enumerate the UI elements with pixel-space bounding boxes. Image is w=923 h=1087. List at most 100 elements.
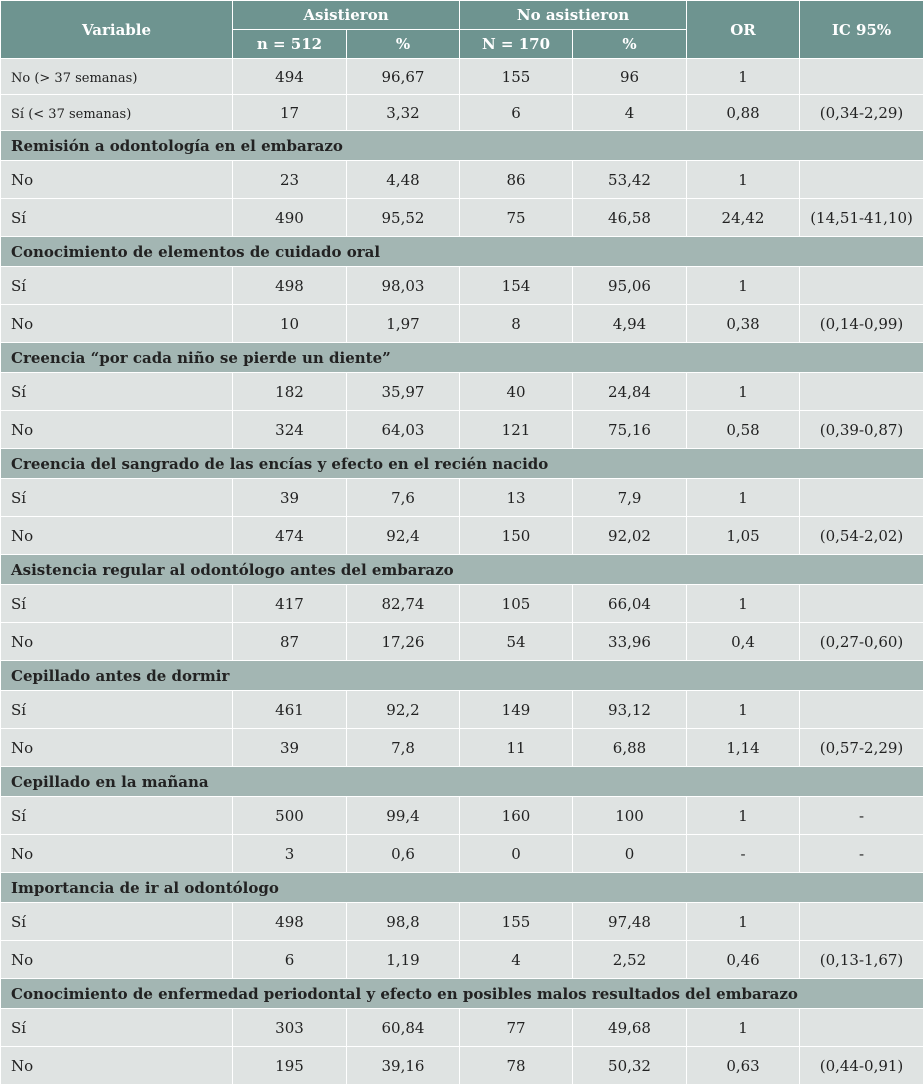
cell-n-not-attended: 77 <box>459 1008 573 1047</box>
cell-pct-attended: 35,97 <box>346 372 460 411</box>
cell-or: 0,88 <box>686 94 801 131</box>
cell-n-attended: 182 <box>232 372 347 411</box>
header-pct-not-attended: % <box>571 29 688 59</box>
cell-n-not-attended: 40 <box>459 372 573 411</box>
cell-pct-not-attended: 95,06 <box>571 266 688 305</box>
cell-pct-not-attended: 96 <box>571 58 688 95</box>
cell-or: - <box>686 834 801 873</box>
row-label: Sí <box>0 902 233 941</box>
section-header: Remisión a odontología en el embarazo <box>0 130 923 161</box>
cell-ci <box>799 902 923 941</box>
cell-ci: - <box>799 834 923 873</box>
cell-ci: (14,51-41,10) <box>799 198 923 237</box>
table-row: No 87 17,26 54 33,96 0,4 (0,27-0,60) <box>0 622 923 661</box>
table-row: Sí 490 95,52 75 46,58 24,42 (14,51-41,10) <box>0 198 923 237</box>
cell-n-attended: 474 <box>232 516 347 555</box>
section-header: Creencia del sangrado de las encías y ef… <box>0 448 923 479</box>
row-label: Sí (< 37 semanas) <box>0 94 233 131</box>
row-label: No <box>0 516 233 555</box>
section-title: Conocimiento de enfermedad periodontal y… <box>0 978 923 1009</box>
cell-n-not-attended: 160 <box>459 796 573 835</box>
cell-ci: (0,39-0,87) <box>799 410 923 449</box>
cell-pct-not-attended: 92,02 <box>571 516 688 555</box>
row-label: No <box>0 728 233 767</box>
cell-pct-attended: 92,2 <box>346 690 460 729</box>
section-header: Creencia “por cada niño se pierde un die… <box>0 342 923 373</box>
header-pct-attended: % <box>346 29 460 59</box>
row-label: Sí <box>0 198 233 237</box>
cell-or: 1 <box>686 902 801 941</box>
table-row: Sí 461 92,2 149 93,12 1 <box>0 690 923 729</box>
cell-ci: (0,44-0,91) <box>799 1046 923 1085</box>
cell-n-not-attended: 78 <box>459 1046 573 1085</box>
cell-pct-not-attended: 93,12 <box>571 690 688 729</box>
cell-or: 1,05 <box>686 516 801 555</box>
cell-pct-not-attended: 7,9 <box>571 478 688 517</box>
row-label: No <box>0 410 233 449</box>
cell-n-not-attended: 11 <box>459 728 573 767</box>
section-header: Conocimiento de enfermedad periodontal y… <box>0 978 923 1009</box>
cell-ci <box>799 1008 923 1047</box>
cell-n-not-attended: 8 <box>459 304 573 343</box>
cell-ci <box>799 372 923 411</box>
section-title: Creencia del sangrado de las encías y ef… <box>0 448 923 479</box>
cell-ci: (0,14-0,99) <box>799 304 923 343</box>
cell-pct-attended: 17,26 <box>346 622 460 661</box>
table-row: No 195 39,16 78 50,32 0,63 (0,44-0,91) <box>0 1046 923 1085</box>
cell-n-attended: 3 <box>232 834 347 873</box>
cell-n-not-attended: 0 <box>459 834 573 873</box>
cell-ci: (0,57-2,29) <box>799 728 923 767</box>
table-row: Sí 417 82,74 105 66,04 1 <box>0 584 923 623</box>
cell-pct-not-attended: 6,88 <box>571 728 688 767</box>
cell-n-attended: 303 <box>232 1008 347 1047</box>
cell-ci <box>799 58 923 95</box>
section-header: Importancia de ir al odontólogo <box>0 872 923 903</box>
cell-n-not-attended: 150 <box>459 516 573 555</box>
cell-or: 0,46 <box>686 940 801 979</box>
cell-or: 0,63 <box>686 1046 801 1085</box>
cell-pct-not-attended: 2,52 <box>571 940 688 979</box>
row-label: No <box>0 834 233 873</box>
section-title: Creencia “por cada niño se pierde un die… <box>0 342 923 373</box>
cell-n-attended: 417 <box>232 584 347 623</box>
cell-n-attended: 87 <box>232 622 347 661</box>
cell-n-not-attended: 121 <box>459 410 573 449</box>
table-row: Sí 500 99,4 160 100 1- <box>0 796 923 835</box>
table-row: No 3 0,6 0 0- - <box>0 834 923 873</box>
cell-pct-attended: 7,6 <box>346 478 460 517</box>
cell-or: 1 <box>686 160 801 199</box>
cell-or: 1 <box>686 796 801 835</box>
header-variable: Variable <box>0 0 233 59</box>
cell-pct-attended: 60,84 <box>346 1008 460 1047</box>
header-n-not-attended: N = 170 <box>459 29 573 59</box>
cell-pct-attended: 82,74 <box>346 584 460 623</box>
cell-ci <box>799 266 923 305</box>
cell-or: 1,14 <box>686 728 801 767</box>
cell-n-attended: 10 <box>232 304 347 343</box>
cell-n-attended: 23 <box>232 160 347 199</box>
cell-or: 1 <box>686 1008 801 1047</box>
cell-ci: - <box>799 796 923 835</box>
cell-ci: (0,54-2,02) <box>799 516 923 555</box>
row-label: Sí <box>0 478 233 517</box>
row-label: Sí <box>0 796 233 835</box>
header-n-attended: n = 512 <box>232 29 347 59</box>
cell-ci <box>799 478 923 517</box>
cell-n-not-attended: 155 <box>459 58 573 95</box>
table-row: No 39 7,8 11 6,88 1,14 (0,57-2,29) <box>0 728 923 767</box>
cell-pct-attended: 92,4 <box>346 516 460 555</box>
cell-ci: (0,34-2,29) <box>799 94 923 131</box>
cell-pct-not-attended: 53,42 <box>571 160 688 199</box>
cell-n-attended: 498 <box>232 266 347 305</box>
cell-pct-not-attended: 100 <box>571 796 688 835</box>
cell-or: 24,42 <box>686 198 801 237</box>
cell-pct-attended: 3,32 <box>346 94 460 131</box>
cell-pct-not-attended: 50,32 <box>571 1046 688 1085</box>
row-label: Sí <box>0 690 233 729</box>
section-title: Cepillado antes de dormir <box>0 660 923 691</box>
table-row: Sí 39 7,6 13 7,9 1 <box>0 478 923 517</box>
cell-n-attended: 500 <box>232 796 347 835</box>
section-title: Conocimiento de elementos de cuidado ora… <box>0 236 923 267</box>
table-row: Sí (< 37 semanas) 17 3,32 6 4 0,88 (0,34… <box>0 94 923 131</box>
cell-n-attended: 490 <box>232 198 347 237</box>
